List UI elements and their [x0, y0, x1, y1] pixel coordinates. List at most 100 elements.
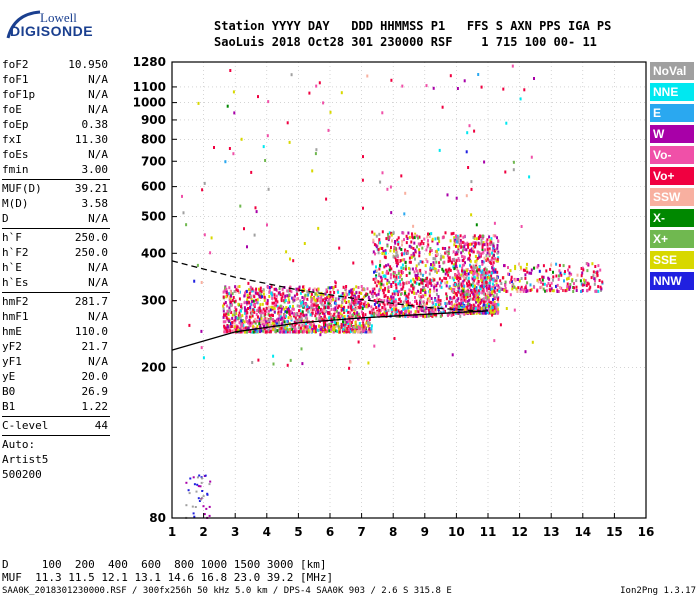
echo-point	[405, 234, 408, 238]
echo-point	[419, 298, 422, 302]
echo-point	[313, 298, 316, 302]
echo-point	[263, 318, 266, 322]
echo-point	[297, 287, 300, 291]
echo-point	[480, 298, 483, 302]
echo-point	[472, 297, 475, 301]
echo-point	[412, 247, 415, 250]
echo-point	[451, 297, 454, 301]
echo-point	[310, 313, 313, 317]
echo-point	[475, 287, 478, 291]
echo-point	[401, 239, 404, 243]
echo-point	[486, 271, 489, 275]
echo-point	[496, 243, 499, 247]
echo-point	[277, 317, 280, 321]
echo-point	[469, 242, 472, 246]
echo-point	[389, 265, 392, 269]
echo-point	[346, 293, 349, 297]
echo-point	[373, 232, 376, 236]
echo-point	[463, 298, 466, 302]
echo-point	[435, 313, 437, 317]
echo-point	[271, 296, 274, 300]
echo-point	[387, 232, 389, 236]
echo-point	[512, 160, 515, 164]
echo-point	[303, 296, 306, 300]
echo-point	[292, 296, 295, 300]
echo-point	[428, 310, 431, 314]
echo-point	[292, 330, 295, 334]
echo-point	[395, 277, 398, 281]
separator	[2, 179, 110, 180]
echo-point	[321, 326, 324, 330]
echo-point	[492, 294, 495, 298]
echo-point	[562, 289, 565, 292]
echo-point	[261, 311, 264, 315]
echo-point	[376, 297, 379, 301]
echo-point	[363, 323, 366, 327]
echo-point	[438, 148, 441, 152]
echo-point	[285, 250, 288, 254]
param-row: hmE 110.0	[2, 324, 110, 339]
echo-point	[247, 300, 250, 304]
echo-point	[570, 272, 573, 276]
echo-point	[389, 249, 392, 253]
echo-point	[436, 270, 438, 274]
echo-point	[500, 282, 503, 285]
echo-point	[424, 291, 427, 294]
echo-point	[325, 288, 328, 292]
echo-point	[421, 307, 424, 311]
echo-point	[253, 326, 256, 329]
echo-point	[349, 314, 352, 317]
echo-point	[443, 260, 446, 264]
echo-point	[452, 265, 455, 269]
echo-point	[238, 285, 241, 288]
echo-point	[266, 302, 269, 306]
echo-point	[206, 493, 209, 496]
echo-point	[497, 256, 500, 260]
echo-point	[351, 318, 354, 322]
echo-point	[265, 330, 268, 334]
echo-point	[414, 280, 417, 284]
echo-point	[367, 295, 370, 299]
echo-point	[476, 291, 479, 295]
echo-point	[334, 285, 337, 288]
echo-point	[394, 271, 397, 275]
param-value: 0.38	[81, 118, 109, 131]
echo-point	[494, 286, 497, 290]
echo-point	[244, 308, 247, 312]
echo-point	[334, 306, 337, 310]
echo-point	[310, 306, 313, 310]
echo-point	[314, 299, 317, 303]
echo-point	[463, 79, 466, 83]
echo-point	[253, 233, 256, 237]
echo-point	[369, 311, 372, 315]
echo-point	[482, 300, 485, 304]
echo-point	[568, 265, 571, 269]
echo-point	[344, 297, 347, 301]
echo-point	[428, 281, 431, 285]
echo-point	[474, 245, 477, 249]
echo-point	[279, 304, 282, 308]
echo-point	[376, 301, 379, 304]
echo-point	[429, 290, 431, 294]
echo-point	[388, 268, 391, 272]
echo-point	[542, 287, 545, 291]
echo-point	[485, 240, 488, 244]
echo-point	[409, 260, 412, 264]
param-value: 39.21	[74, 182, 108, 195]
echo-point	[368, 322, 371, 326]
echo-point	[267, 328, 270, 332]
echo-point	[415, 276, 417, 280]
echo-point	[310, 312, 313, 316]
echo-point	[241, 314, 244, 318]
echo-point	[413, 233, 416, 237]
echo-point	[372, 312, 375, 316]
echo-point	[324, 321, 327, 325]
echo-point	[361, 305, 364, 309]
param-value: N/A	[88, 73, 108, 86]
echo-point	[477, 241, 480, 245]
echo-point	[398, 289, 401, 293]
echo-point	[385, 264, 387, 268]
echo-point	[467, 293, 470, 297]
echo-point	[461, 254, 463, 258]
echo-point	[499, 279, 502, 283]
